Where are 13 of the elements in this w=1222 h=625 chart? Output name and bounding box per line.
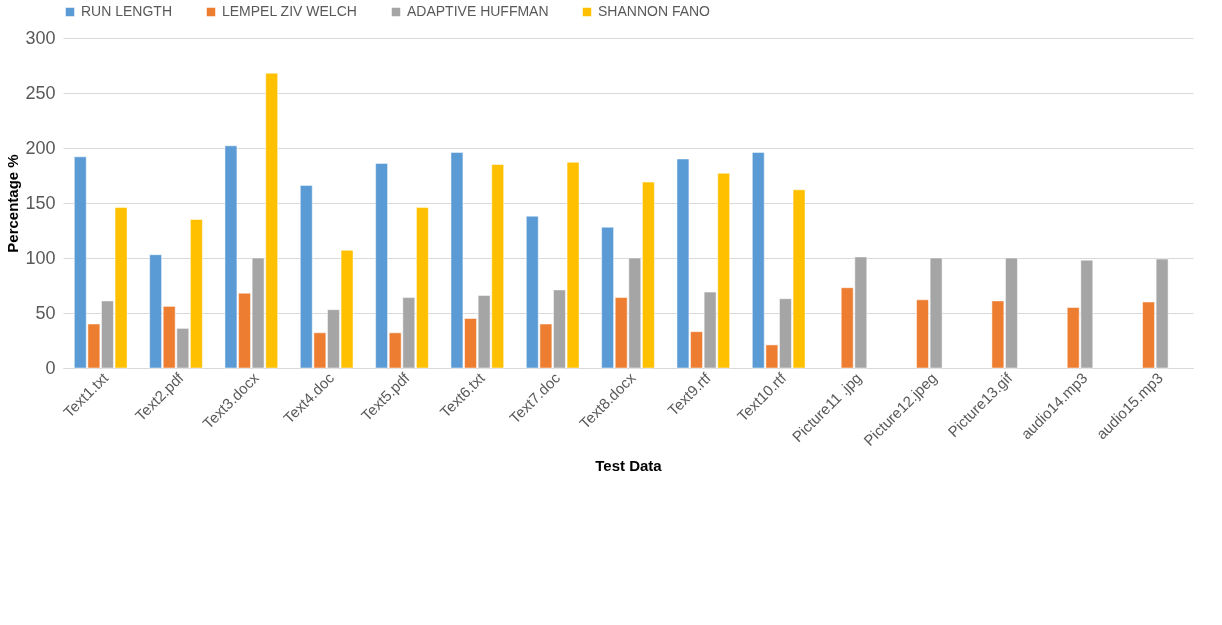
- y-tick-label: 100: [25, 247, 56, 268]
- y-tick-label: 200: [25, 137, 56, 158]
- legend-label: SHANNON FANO: [598, 3, 711, 19]
- legend-label: RUN LENGTH: [81, 3, 173, 19]
- y-tick-label: 300: [25, 27, 56, 48]
- x-axis-title: Test Data: [595, 456, 663, 474]
- y-axis-title: Percentage %: [4, 154, 22, 253]
- y-tick-label: 0: [45, 357, 56, 378]
- legend-label: LEMPEL ZIV WELCH: [222, 3, 357, 19]
- y-tick-label: 150: [25, 192, 56, 213]
- legend-label: ADAPTIVE HUFFMAN: [407, 3, 549, 19]
- y-tick-label: 250: [25, 82, 56, 103]
- y-tick-label: 50: [35, 302, 56, 323]
